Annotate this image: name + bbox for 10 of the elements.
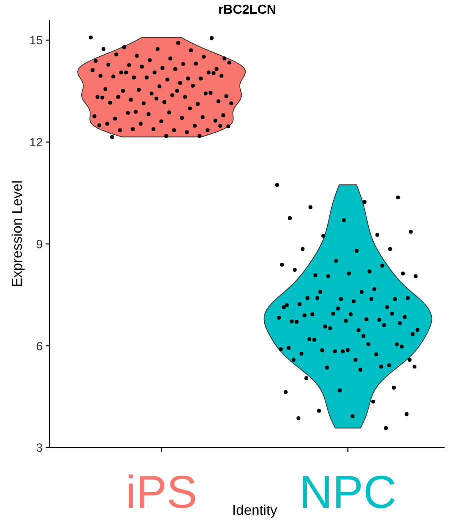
y-tick-label: 9 <box>36 237 44 252</box>
x-axis-title: Identity <box>232 502 278 518</box>
y-tick-label: 6 <box>36 339 44 354</box>
y-tick-label: 12 <box>30 135 44 150</box>
x-tick-label: iPS <box>126 466 198 518</box>
chart-title: rBC2LCN <box>218 2 276 17</box>
y-tick-label: 15 <box>30 34 44 48</box>
y-tick-label: 3 <box>36 441 44 456</box>
y-axis-title: Expression Level <box>9 180 25 288</box>
x-tick-label: NPC <box>300 466 397 518</box>
